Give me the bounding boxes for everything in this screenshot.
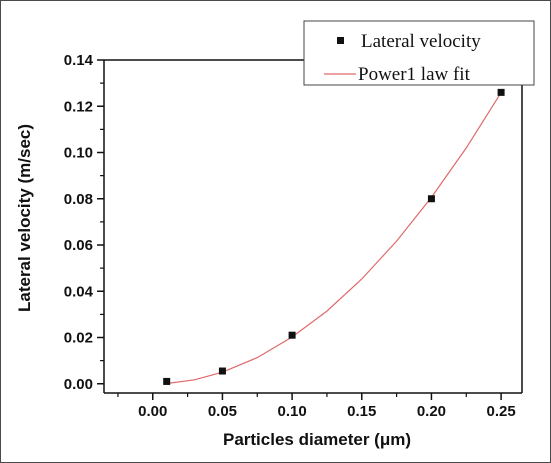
data-point: [427, 195, 435, 203]
y-tick-label: 0.10: [64, 145, 93, 162]
x-tick-label: 0.10: [277, 403, 306, 420]
y-tick-label: 0.12: [64, 98, 93, 115]
plot-area: 0.00 0.05 0.10 0.15 0.20 0.25 0.000.020.040.0…: [64, 52, 523, 420]
data-point: [218, 367, 226, 375]
y-ticks: 0.00 0.02 0.04 0.06 0.08 0.10 0.12 0.14: [64, 52, 104, 393]
y-tick-label: 0.08: [64, 191, 93, 208]
x-tick-label: 0.05: [208, 403, 237, 420]
legend-marker-lateral-velocity: [337, 37, 344, 44]
plot-frame: [104, 59, 523, 393]
y-axis-title: Lateral velocity (m/sec): [15, 124, 34, 312]
y-tick-label: 0.06: [64, 237, 93, 254]
y-tick-label: 0.04: [64, 283, 94, 300]
data-point: [497, 88, 505, 96]
x-tick-label: 0.15: [347, 403, 376, 420]
data-point: [288, 331, 296, 339]
fit-line: [166, 92, 502, 385]
data-point: [163, 377, 171, 385]
y-tick-label: 0.00: [64, 376, 93, 393]
x-tick-label: 0.25: [486, 403, 515, 420]
legend-box: [303, 20, 535, 86]
y-tick-label: 0.02: [64, 330, 93, 347]
x-axis-title: Particles diameter (μm): [223, 430, 411, 449]
legend-label-lateral-velocity: Lateral velocity: [361, 31, 481, 52]
legend: Lateral velocity Power1 law fit: [303, 20, 535, 86]
x-ticks: 0.00 0.05 0.10 0.15 0.20 0.25: [117, 393, 516, 420]
x-tick-label: 0.00: [138, 403, 167, 420]
x-tick-label: 0.20: [417, 403, 446, 420]
legend-label-power-law-fit: Power1 law fit: [358, 64, 471, 85]
y-tick-label: 0.14: [64, 52, 94, 69]
series-layer: [163, 88, 505, 385]
